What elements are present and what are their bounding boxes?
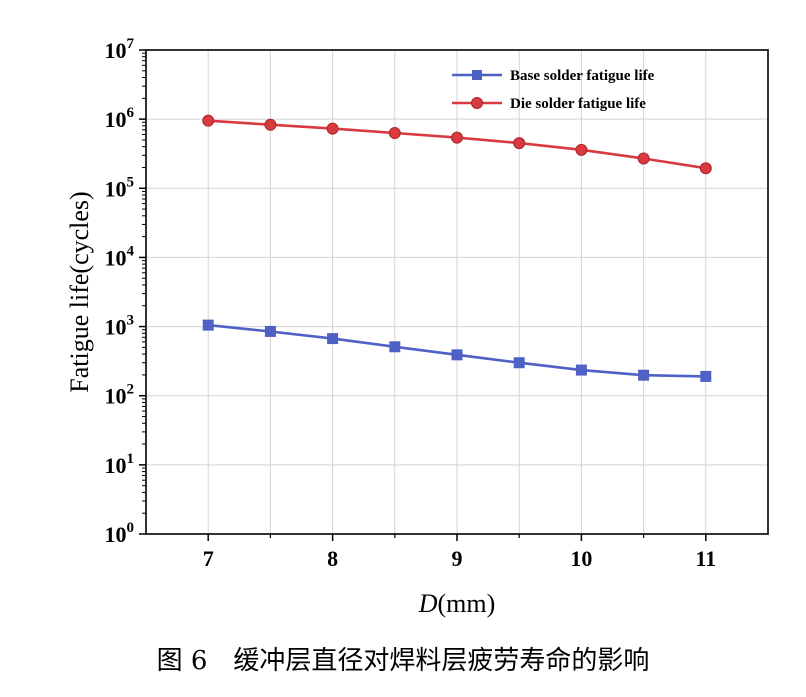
- y-tick-base: 10: [105, 38, 127, 63]
- legend-marker-square: [472, 70, 482, 80]
- y-tick-exponent: 0: [127, 520, 135, 536]
- data-point-die: [388, 127, 401, 140]
- data-point-base: [513, 357, 525, 369]
- legend-label: Base solder fatigue life: [510, 68, 655, 84]
- y-tick-label: 107: [105, 36, 135, 63]
- grid-lines: [146, 50, 768, 534]
- y-axis-label: Fatigue life(cycles): [65, 191, 94, 392]
- x-axis-label-unit: (mm): [438, 589, 496, 618]
- y-tick-base: 10: [105, 384, 127, 409]
- x-tick-label: 11: [695, 546, 716, 571]
- data-point-base: [327, 333, 339, 345]
- y-tick-base: 10: [105, 522, 127, 547]
- data-point-base: [202, 319, 214, 331]
- y-tick-base: 10: [105, 107, 127, 132]
- data-point-die: [637, 152, 650, 165]
- legend-label: Die solder fatigue life: [510, 96, 646, 112]
- y-tick-label: 100: [105, 520, 135, 547]
- data-point-die: [326, 122, 339, 135]
- y-tick-exponent: 3: [127, 313, 135, 329]
- data-point-base: [451, 349, 463, 361]
- data-point-base: [700, 370, 712, 382]
- y-tick-base: 10: [105, 315, 127, 340]
- y-tick-label: 106: [105, 105, 135, 132]
- x-axis-label: D(mm): [418, 589, 496, 618]
- data-point-base: [575, 364, 587, 376]
- x-axis-label-variable: D: [418, 589, 438, 618]
- y-tick-base: 10: [105, 453, 127, 478]
- series-layer: [202, 114, 712, 382]
- x-tick-label: 7: [203, 546, 214, 571]
- data-point-die: [575, 143, 588, 156]
- x-tick-label: 9: [452, 546, 463, 571]
- y-tick-exponent: 6: [127, 105, 135, 121]
- y-tick-label: 103: [105, 313, 135, 340]
- y-tick-label: 101: [105, 451, 135, 478]
- data-point-die: [699, 162, 712, 175]
- y-tick-label: 104: [105, 243, 135, 270]
- y-tick-base: 10: [105, 176, 127, 201]
- data-point-base: [264, 325, 276, 337]
- legend-marker-circle: [471, 97, 483, 109]
- y-tick-base: 10: [105, 245, 127, 270]
- data-point-base: [389, 341, 401, 353]
- legend: Base solder fatigue life Die solder fatig…: [452, 68, 655, 112]
- data-point-die: [513, 137, 526, 150]
- data-point-base: [638, 369, 650, 381]
- y-tick-label: 105: [105, 174, 135, 201]
- x-tick-label: 8: [327, 546, 338, 571]
- y-tick-exponent: 4: [127, 243, 135, 259]
- y-tick-exponent: 2: [127, 382, 135, 398]
- y-tick-exponent: 7: [127, 36, 135, 52]
- data-point-die: [264, 118, 277, 131]
- y-tick-exponent: 5: [127, 174, 135, 190]
- x-tick-label: 10: [570, 546, 592, 571]
- data-point-die: [202, 114, 215, 127]
- figure-caption: 图 6 缓冲层直径对焊料层疲劳寿命的影响: [156, 646, 650, 676]
- y-tick-label: 102: [105, 382, 135, 409]
- data-point-die: [451, 131, 463, 144]
- y-tick-exponent: 1: [127, 451, 135, 467]
